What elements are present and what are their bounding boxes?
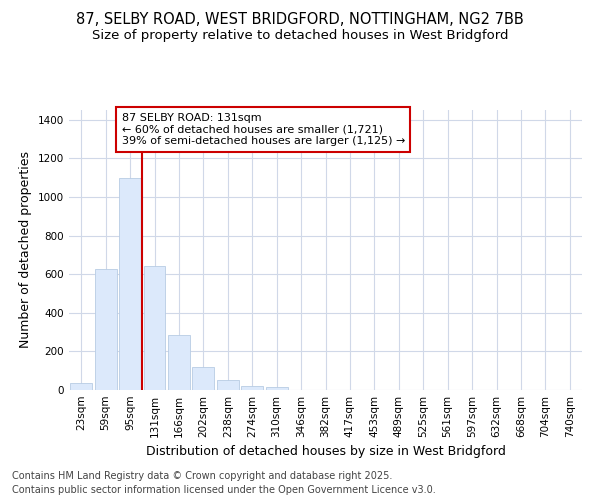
Bar bbox=[119, 178, 141, 390]
Text: 87, SELBY ROAD, WEST BRIDGFORD, NOTTINGHAM, NG2 7BB: 87, SELBY ROAD, WEST BRIDGFORD, NOTTINGH… bbox=[76, 12, 524, 28]
Bar bbox=[70, 383, 92, 390]
Bar bbox=[143, 266, 166, 390]
Text: Size of property relative to detached houses in West Bridgford: Size of property relative to detached ho… bbox=[92, 29, 508, 42]
Text: 87 SELBY ROAD: 131sqm
← 60% of detached houses are smaller (1,721)
39% of semi-d: 87 SELBY ROAD: 131sqm ← 60% of detached … bbox=[122, 113, 405, 146]
Bar bbox=[193, 367, 214, 390]
Bar bbox=[168, 335, 190, 390]
Bar bbox=[217, 380, 239, 390]
Bar bbox=[241, 386, 263, 390]
Text: Contains public sector information licensed under the Open Government Licence v3: Contains public sector information licen… bbox=[12, 485, 436, 495]
Bar bbox=[266, 387, 287, 390]
Y-axis label: Number of detached properties: Number of detached properties bbox=[19, 152, 32, 348]
Bar bbox=[95, 270, 116, 390]
X-axis label: Distribution of detached houses by size in West Bridgford: Distribution of detached houses by size … bbox=[146, 446, 505, 458]
Text: Contains HM Land Registry data © Crown copyright and database right 2025.: Contains HM Land Registry data © Crown c… bbox=[12, 471, 392, 481]
